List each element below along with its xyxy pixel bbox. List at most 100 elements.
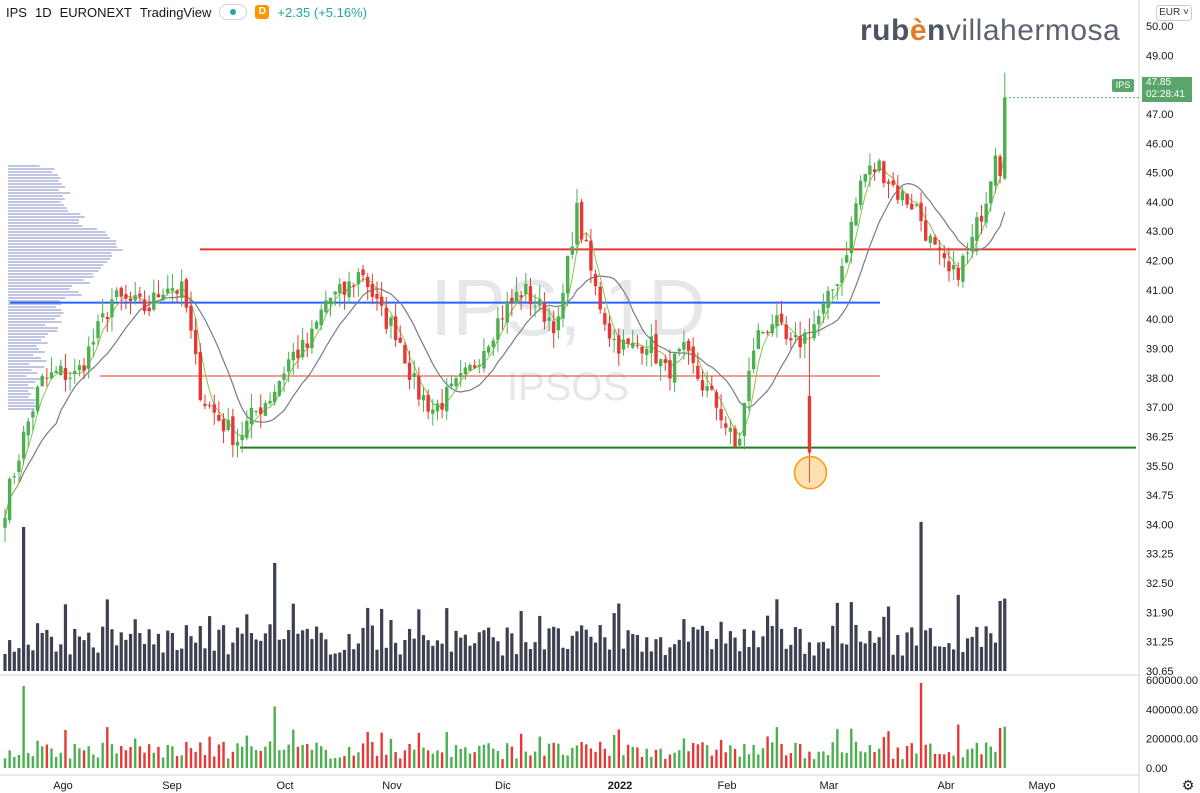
candle-body xyxy=(31,411,35,418)
volume-histogram-bar xyxy=(808,751,811,768)
candle xyxy=(607,315,612,347)
volume-bar xyxy=(877,637,881,671)
volume-bar xyxy=(245,614,249,671)
volume-bar xyxy=(287,629,291,671)
volume-bar xyxy=(249,633,254,671)
candle-body xyxy=(910,203,914,210)
candle xyxy=(207,401,212,409)
volume-histogram-bar xyxy=(203,755,207,768)
volume-bar xyxy=(454,630,458,671)
volume-profile-bar xyxy=(8,342,48,344)
volume-bar xyxy=(208,616,212,671)
candle xyxy=(379,282,384,317)
volume-histogram-bar xyxy=(817,751,820,768)
currency-selector[interactable]: EUR ˅ xyxy=(1156,5,1192,21)
candle-body xyxy=(45,377,49,379)
volume-bars xyxy=(3,521,1007,671)
candle xyxy=(31,409,35,432)
price-tick-label: 39.00 xyxy=(1146,344,1174,356)
volume-bar xyxy=(305,628,309,671)
volume-bar xyxy=(886,606,891,671)
volume-histogram-bar xyxy=(254,750,258,768)
candle xyxy=(575,188,579,254)
volume-histogram-bar xyxy=(487,743,490,768)
candle xyxy=(770,314,774,337)
volume-bar xyxy=(659,637,663,671)
volume-bar xyxy=(389,620,393,671)
volume-histogram-bar xyxy=(189,748,193,768)
volume-bar xyxy=(859,641,863,671)
volume-histogram-bar xyxy=(771,742,774,768)
candle-body xyxy=(975,217,979,241)
volume-bar xyxy=(779,628,784,671)
volume-histogram-bar xyxy=(175,755,179,768)
volume-histogram-bar xyxy=(529,755,532,768)
candle-body xyxy=(426,394,430,412)
candle xyxy=(412,360,416,390)
volume-bar xyxy=(87,632,91,671)
volume-histogram-bar xyxy=(361,743,365,768)
candle-body xyxy=(370,283,375,297)
candle xyxy=(198,343,202,402)
settings-gear-icon[interactable]: ⚙ xyxy=(1182,778,1195,793)
candle xyxy=(347,271,351,304)
volume-histogram-bar xyxy=(915,753,918,768)
candle-body xyxy=(598,286,602,310)
volume-bar xyxy=(965,638,970,671)
candle-body xyxy=(54,370,58,374)
volume-bar xyxy=(952,649,956,671)
candle-body xyxy=(184,279,189,308)
volume-histogram-bar xyxy=(450,756,453,768)
interval-label[interactable]: 1D xyxy=(34,4,52,20)
candle-body xyxy=(738,438,742,446)
volume-histogram-bar xyxy=(147,744,151,768)
candle-body xyxy=(138,293,142,297)
volume-profile-bar xyxy=(8,282,90,284)
volume-bar xyxy=(394,642,398,671)
volume-bar xyxy=(282,639,286,671)
volume-bar xyxy=(854,624,858,671)
candle-body xyxy=(621,339,626,350)
volume-profile-bar xyxy=(8,228,98,230)
volume-profile-bar xyxy=(8,234,108,236)
candle xyxy=(835,284,840,301)
volume-bar xyxy=(133,619,137,671)
volume-profile-bar xyxy=(8,366,45,368)
candle-body xyxy=(49,372,54,379)
candle xyxy=(431,399,435,426)
volume-bar xyxy=(333,653,337,671)
candle xyxy=(54,366,58,374)
volume-histogram-bar xyxy=(157,746,160,768)
volume-histogram-bar xyxy=(101,742,104,768)
volume-profile-bar xyxy=(8,246,118,248)
volume-histogram-bar xyxy=(231,751,235,768)
volume-bar xyxy=(301,630,305,671)
candle-body xyxy=(956,267,960,280)
candle-body xyxy=(779,313,784,323)
candle xyxy=(807,318,812,483)
candle xyxy=(389,315,393,339)
volume-profile-bar xyxy=(8,237,110,239)
candle xyxy=(110,288,114,332)
volume-histogram-bar xyxy=(650,756,653,768)
volume-histogram-bar xyxy=(8,750,11,768)
candle-body xyxy=(900,191,905,201)
candle-body xyxy=(459,373,463,378)
candle xyxy=(491,337,495,357)
candle xyxy=(631,330,635,350)
volume-bar xyxy=(96,652,100,671)
volume-profile-bar xyxy=(8,270,99,272)
candle-body xyxy=(933,237,937,245)
price-tick-label: 47.00 xyxy=(1146,109,1174,121)
volume-profile-bar xyxy=(8,339,42,341)
candle xyxy=(454,376,458,392)
volume-histogram-bar xyxy=(436,750,439,768)
symbol-label[interactable]: IPS xyxy=(6,4,27,20)
candle xyxy=(426,389,430,420)
volume-bar xyxy=(324,639,328,671)
candle xyxy=(40,373,44,388)
candle-body xyxy=(579,201,584,240)
volume-histogram-bar xyxy=(120,745,123,768)
chart-header: IPS 1D EURONEXT TradingView D +2.35 (+5.… xyxy=(6,4,367,20)
